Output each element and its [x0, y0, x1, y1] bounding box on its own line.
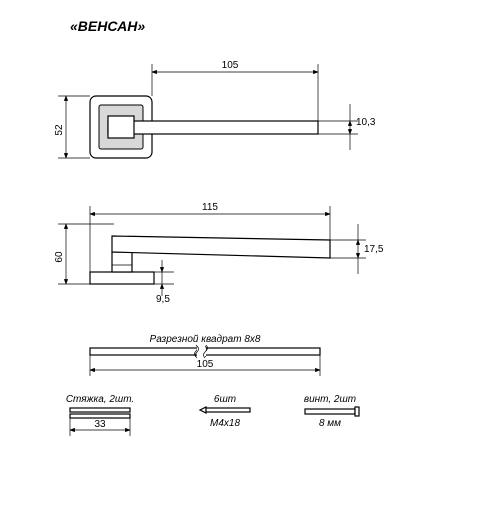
dim-side-depth: 9,5	[156, 294, 170, 305]
technical-drawing: 105 52 10,3 115 60	[20, 42, 480, 502]
dim-side-rose: 60	[54, 251, 65, 263]
part-tie: Стяжка, 2шт. 33	[66, 394, 134, 436]
part-screw: 6шт М4х18	[200, 394, 250, 429]
dim-top-hh: 10,3	[356, 117, 376, 128]
dim-top-handle: 105	[222, 60, 239, 71]
bolt-sub: 8 мм	[319, 418, 341, 429]
dim-tie: 33	[94, 419, 106, 430]
top-view: 105 52 10,3	[54, 60, 376, 158]
product-title: «ВЕНСАН»	[70, 18, 480, 34]
tie-label: Стяжка, 2шт.	[66, 394, 134, 405]
bolt-label: винт, 2шт	[304, 394, 356, 405]
part-bolt: винт, 2шт 8 мм	[304, 394, 359, 429]
spindle-view: Разрезной квадрат 8х8 105	[90, 334, 320, 376]
dim-side-hh: 17,5	[364, 244, 384, 255]
spindle-label: Разрезной квадрат 8х8	[150, 334, 261, 345]
screw-sub: М4х18	[210, 418, 240, 429]
parts-row: Стяжка, 2шт. 33 6шт М4х18 винт, 2шт 8 мм	[66, 394, 359, 436]
dim-spindle: 105	[197, 359, 214, 370]
dim-top-rose: 52	[54, 124, 65, 136]
side-view: 115 60 17,5 9,5	[54, 202, 384, 305]
screw-label: 6шт	[214, 394, 236, 405]
dim-side-handle: 115	[202, 202, 218, 213]
